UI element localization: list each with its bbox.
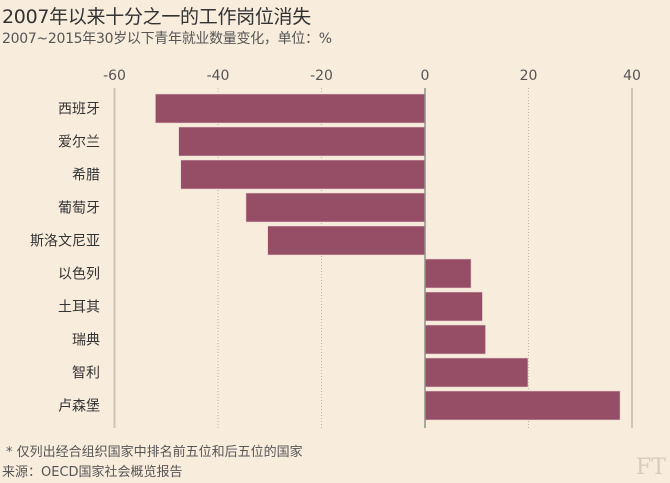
bar-chart: -60 -40 -20 0 20 40 西班牙爱尔兰希腊葡萄牙斯洛文尼亚以色列土耳其瑞典智利… <box>30 68 641 428</box>
category-label: 瑞典 <box>72 333 100 349</box>
x-tick-label: -20 <box>310 68 333 84</box>
category-label: 智利 <box>72 366 100 382</box>
bar <box>245 192 426 223</box>
category-label: 卢森堡 <box>58 399 100 415</box>
source-note: 来源：OECD国家社会概览报告 <box>2 465 183 480</box>
footnote: * 仅列出经合组织国家中排名前五位和后五位的国家 <box>6 445 303 460</box>
x-tick-label: -40 <box>207 68 230 84</box>
category-label: 西班牙 <box>58 102 100 118</box>
category-label: 斯洛文尼亚 <box>30 234 100 250</box>
bar <box>180 159 426 190</box>
bar <box>424 324 486 355</box>
bar <box>155 93 426 124</box>
bar <box>424 258 472 289</box>
bar <box>424 291 483 322</box>
chart-title: 2007年以来十分之一的工作岗位消失 <box>2 6 311 28</box>
x-tick-label: 0 <box>421 68 430 84</box>
x-tick-label: 40 <box>623 68 641 84</box>
category-label: 希腊 <box>72 168 100 184</box>
category-label: 土耳其 <box>58 300 100 316</box>
ft-logo: FT <box>636 455 666 480</box>
bar <box>178 126 426 157</box>
bar <box>267 225 426 256</box>
x-tick-label: -60 <box>103 68 126 84</box>
bar <box>424 357 529 388</box>
x-tick-label: 20 <box>520 68 538 84</box>
category-label: 葡萄牙 <box>58 201 100 217</box>
category-label: 爱尔兰 <box>58 135 100 151</box>
bar <box>424 390 621 421</box>
chart-subtitle: 2007~2015年30岁以下青年就业数量变化，单位：% <box>2 31 332 47</box>
category-label: 以色列 <box>58 266 100 283</box>
